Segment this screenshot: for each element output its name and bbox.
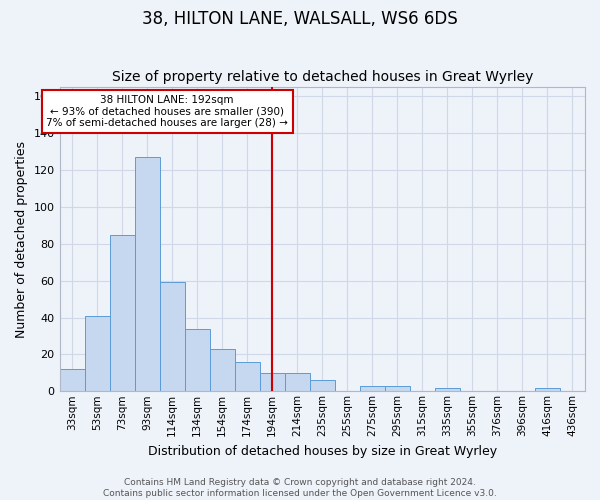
Bar	[260, 373, 285, 392]
Bar	[160, 282, 185, 392]
Bar	[209, 349, 235, 392]
Bar	[185, 328, 209, 392]
X-axis label: Distribution of detached houses by size in Great Wyrley: Distribution of detached houses by size …	[148, 444, 497, 458]
Bar	[535, 388, 560, 392]
Title: Size of property relative to detached houses in Great Wyrley: Size of property relative to detached ho…	[112, 70, 533, 85]
Bar	[110, 234, 134, 392]
Bar	[235, 362, 260, 392]
Bar	[385, 386, 410, 392]
Text: Contains HM Land Registry data © Crown copyright and database right 2024.
Contai: Contains HM Land Registry data © Crown c…	[103, 478, 497, 498]
Y-axis label: Number of detached properties: Number of detached properties	[15, 140, 28, 338]
Bar	[85, 316, 110, 392]
Text: 38 HILTON LANE: 192sqm
← 93% of detached houses are smaller (390)
7% of semi-det: 38 HILTON LANE: 192sqm ← 93% of detached…	[46, 94, 288, 128]
Bar	[134, 157, 160, 392]
Bar	[59, 369, 85, 392]
Bar	[435, 388, 460, 392]
Bar	[310, 380, 335, 392]
Text: 38, HILTON LANE, WALSALL, WS6 6DS: 38, HILTON LANE, WALSALL, WS6 6DS	[142, 10, 458, 28]
Bar	[360, 386, 385, 392]
Bar	[285, 373, 310, 392]
